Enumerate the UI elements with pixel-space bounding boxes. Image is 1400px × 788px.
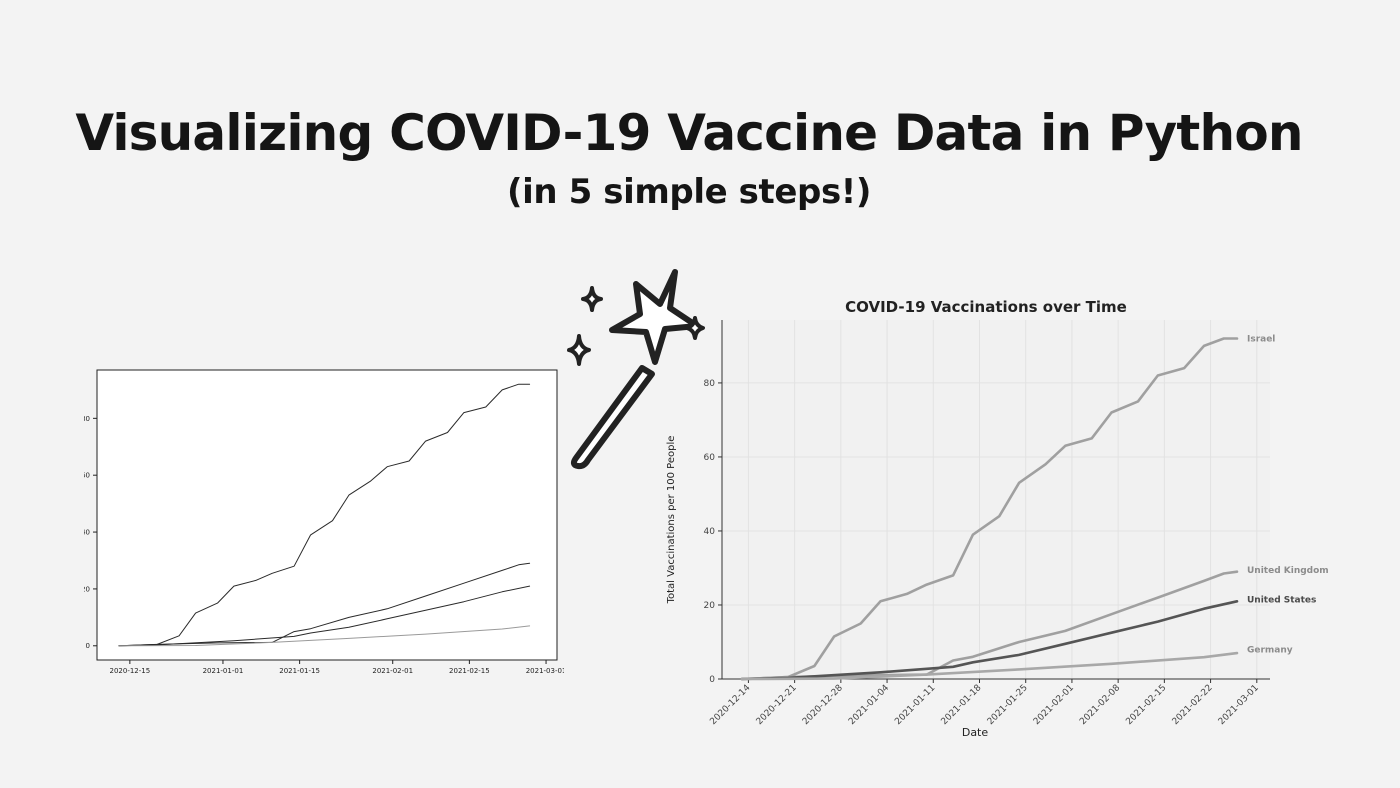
x-tick-label: 2021-01-11: [893, 683, 937, 727]
series-label: United Kingdom: [1247, 566, 1329, 576]
series-label: Israel: [1247, 335, 1275, 345]
x-tick-label: 2021-03-01: [1217, 683, 1261, 727]
x-tick-label: 2020-12-14: [708, 683, 752, 727]
series-line: [118, 562, 531, 647]
y-tick-label: 0: [709, 675, 715, 685]
series-line: [740, 651, 1239, 681]
sparkle-icon: [581, 286, 603, 312]
plain-chart: 0 20 40 60 80 2020-12-15 2021-01-01 2021-01-15 2…: [81, 360, 566, 680]
y-tick-label: 40: [84, 529, 90, 537]
star-icon: [609, 269, 700, 365]
magic-wand-icon: [562, 266, 712, 471]
series-label: Germany: [1247, 645, 1293, 655]
x-tick-label: 2021-02-01: [372, 667, 413, 675]
x-axis-label: Date: [962, 726, 989, 739]
x-tick-label: 2021-02-15: [449, 667, 490, 675]
styled-chart: 0 20 40 60 80 2020-12-14 2020-12-21 2020-12-28 2…: [650, 290, 1350, 750]
series-line: [740, 570, 1239, 681]
series-line: [118, 585, 531, 647]
x-tick-label: 2021-01-01: [203, 667, 244, 675]
y-tick-label: 60: [84, 472, 90, 480]
x-tick-label: 2021-01-25: [986, 683, 1030, 727]
series-label: United States: [1247, 595, 1316, 605]
y-tick-label: 80: [704, 379, 716, 389]
sparkle-icon: [567, 334, 591, 366]
chart-title: COVID-19 Vaccinations over Time: [845, 298, 1127, 316]
x-tick-label: 2021-01-15: [279, 667, 320, 675]
page-subtitle: (in 5 simple steps!): [506, 172, 872, 212]
series-line: [740, 337, 1239, 681]
x-tick-label: 2021-02-22: [1171, 683, 1215, 727]
series-line: [118, 383, 531, 647]
x-tick-label: 2020-12-15: [110, 667, 151, 675]
y-axis-label: Total Vaccinations per 100 People: [666, 436, 677, 605]
x-tick-label: 2021-02-08: [1078, 683, 1122, 727]
x-tick-label: 2021-03-01: [526, 667, 564, 675]
y-tick-label: 20: [84, 585, 90, 593]
x-tick-label: 2021-02-01: [1032, 683, 1076, 727]
y-tick-label: 80: [84, 415, 90, 423]
y-tick-label: 20: [704, 601, 716, 611]
plot-area: [96, 369, 558, 661]
y-tick-label: 40: [704, 527, 716, 537]
x-tick-label: 2021-01-04: [847, 683, 891, 727]
series-line: [740, 599, 1239, 681]
x-tick-label: 2020-12-21: [755, 683, 799, 727]
sparkle-icon: [685, 316, 705, 340]
plain-chart-svg: 0 20 40 60 80 2020-12-15 2021-01-01 2021-01-15 2…: [81, 369, 566, 675]
y-tick-label: 0: [86, 642, 90, 650]
plot-area: [722, 320, 1270, 679]
x-tick-label: 2021-01-18: [940, 683, 984, 727]
y-tick-label: 60: [704, 453, 716, 463]
wand-handle: [570, 365, 655, 470]
x-tick-label: 2020-12-28: [801, 683, 845, 727]
x-tick-label: 2021-02-15: [1124, 683, 1168, 727]
series-line: [118, 625, 531, 647]
page-title: Visualizing COVID-19 Vaccine Data in Pyt…: [75, 104, 1303, 162]
